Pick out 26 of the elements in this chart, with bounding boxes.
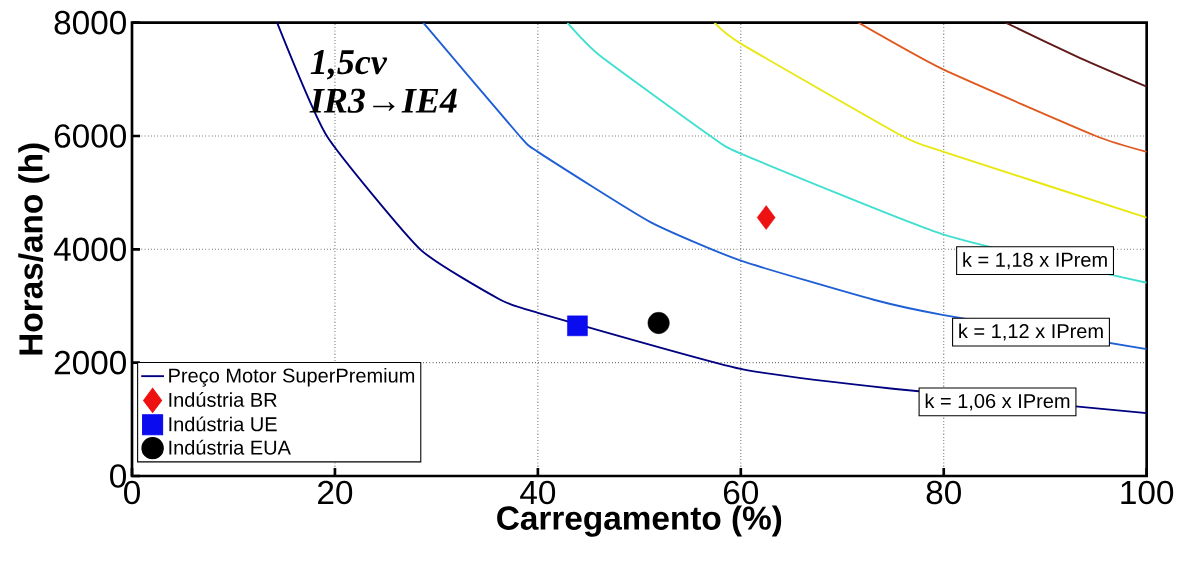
point bbox=[647, 312, 670, 334]
annotation: 1,5cv bbox=[310, 50, 388, 80]
x-tick-label: 100 bbox=[1121, 480, 1174, 505]
legend-label: Indústria UE bbox=[169, 416, 277, 432]
line-series bbox=[857, 22, 1147, 153]
y-tick-label: 8000 bbox=[54, 10, 126, 35]
line-series bbox=[713, 22, 1147, 219]
annotation: IR3→IE4 bbox=[309, 88, 457, 113]
annotation: k = 1,12 x IPrem bbox=[959, 323, 1103, 341]
point bbox=[567, 315, 588, 337]
y-tick-label: 6000 bbox=[54, 124, 126, 148]
y-tick-label: 2000 bbox=[54, 350, 126, 375]
x-tick-label: 40 bbox=[520, 480, 556, 505]
x-axis-title: Carregamento (%) bbox=[497, 505, 782, 537]
legend-label: Indústria BR bbox=[169, 392, 277, 407]
annotation: k = 1,18 x IPrem bbox=[963, 252, 1107, 270]
annotation: k = 1,06 x IPrem bbox=[925, 393, 1070, 411]
y-tick-label: 4000 bbox=[53, 237, 126, 262]
point bbox=[756, 205, 776, 230]
x-tick-label: 80 bbox=[926, 480, 961, 505]
x-tick-label: 20 bbox=[318, 480, 353, 505]
legend-label: Indústria EUA bbox=[169, 439, 291, 455]
y-axis-title: Horas/ano (h) bbox=[18, 143, 50, 355]
y-tick-label: 0 bbox=[110, 464, 126, 488]
x-tick-label: 60 bbox=[723, 480, 759, 505]
legend-label: Preço Motor SuperPremium bbox=[169, 367, 415, 387]
